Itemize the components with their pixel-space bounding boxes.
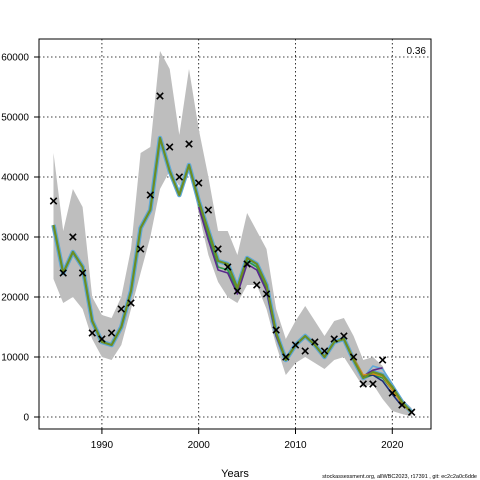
- y-tick-label: 20000: [1, 293, 29, 304]
- observed-point: [214, 245, 222, 253]
- observed-point-stroke: [204, 206, 213, 214]
- observed-point: [311, 338, 319, 346]
- observed-point-stroke: [291, 341, 300, 349]
- observed-point-stroke: [185, 140, 193, 148]
- observed-point: [330, 335, 338, 343]
- observed-point: [262, 290, 271, 298]
- observed-point-stroke: [175, 173, 184, 181]
- observed-point: [272, 326, 280, 334]
- observed-point: [49, 197, 58, 205]
- observed-point: [165, 143, 174, 151]
- observed-point: [136, 245, 145, 253]
- observed-point-stroke: [243, 260, 251, 268]
- y-tick-label: 10000: [1, 353, 29, 364]
- observed-point-stroke: [127, 299, 135, 307]
- observed-point: [233, 287, 242, 295]
- observed-point-stroke: [165, 143, 174, 151]
- observed-point: [291, 341, 300, 349]
- observed-point: [175, 173, 184, 181]
- observed-point: [349, 353, 358, 361]
- observed-point-stroke: [107, 329, 116, 337]
- observed-point-stroke: [398, 401, 406, 409]
- observed-point-stroke: [233, 287, 242, 295]
- observed-point-stroke: [156, 92, 164, 100]
- observed-point: [243, 260, 251, 268]
- y-tick-label: 60000: [1, 53, 29, 64]
- observed-point-stroke: [340, 332, 348, 340]
- observed-point-stroke: [369, 380, 377, 388]
- corner-label: 0.36: [407, 46, 427, 57]
- observed-point: [127, 299, 135, 307]
- observed-point-stroke: [388, 389, 397, 397]
- x-tick-label: 2010: [284, 440, 307, 451]
- observed-point: [407, 408, 416, 416]
- observed-point-stroke: [262, 290, 271, 298]
- observed-point-stroke: [407, 408, 416, 416]
- observed-point-stroke: [253, 281, 261, 289]
- observed-point: [88, 329, 97, 337]
- x-tick-label: 1990: [91, 440, 114, 451]
- observed-point: [185, 140, 193, 148]
- observed-point: [146, 191, 155, 199]
- observed-point-stroke: [223, 263, 232, 271]
- observed-point-stroke: [311, 338, 319, 346]
- observed-point-stroke: [69, 233, 77, 241]
- observed-point-stroke: [88, 329, 97, 337]
- observed-point-stroke: [49, 197, 58, 205]
- observed-point-stroke: [117, 305, 126, 313]
- observed-point: [320, 347, 329, 355]
- observed-point: [398, 401, 406, 409]
- observed-point-stroke: [359, 380, 368, 388]
- observed-point: [378, 356, 387, 364]
- observed-point: [340, 332, 348, 340]
- observed-point: [156, 92, 164, 100]
- observed-point-stroke: [330, 335, 338, 343]
- observed-point: [98, 335, 106, 343]
- observed-point-stroke: [272, 326, 280, 334]
- grid-lines: [39, 39, 431, 429]
- observed-point: [301, 347, 309, 355]
- y-tick-label: 30000: [1, 233, 29, 244]
- observed-point: [204, 206, 213, 214]
- x-tick-label: 2000: [188, 440, 211, 451]
- observed-point: [223, 263, 232, 271]
- observed-point-stroke: [378, 356, 387, 364]
- observed-point-stroke: [136, 245, 145, 253]
- observed-point-stroke: [301, 347, 309, 355]
- observed-point: [359, 380, 368, 388]
- observed-point-stroke: [214, 245, 222, 253]
- observed-point-stroke: [146, 191, 155, 199]
- observed-point-stroke: [349, 353, 358, 361]
- observed-point: [78, 269, 87, 277]
- observed-point: [107, 329, 116, 337]
- x-axis-title: Years: [221, 468, 249, 480]
- confidence-band: [53, 51, 412, 417]
- observed-point-stroke: [98, 335, 106, 343]
- observed-point: [69, 233, 77, 241]
- y-tick-label: 40000: [1, 173, 29, 184]
- observed-point-stroke: [78, 269, 87, 277]
- confidence-band-layer: [53, 51, 412, 417]
- observed-point-stroke: [194, 179, 203, 187]
- plot-frame: [38, 38, 432, 430]
- x-tick-label: 2020: [381, 440, 404, 451]
- observed-point: [59, 269, 67, 277]
- observed-point-stroke: [320, 347, 329, 355]
- observed-point: [253, 281, 261, 289]
- observed-point: [282, 353, 290, 361]
- axes: 1990 2000 2010 2020 0 10000 20000 30000 40000 500…: [1, 53, 404, 452]
- y-tick-label: 0: [23, 413, 29, 424]
- observed-point-stroke: [59, 269, 67, 277]
- observed-point: [194, 179, 203, 187]
- observed-point: [369, 380, 377, 388]
- y-tick-label: 50000: [1, 113, 29, 124]
- footer-text: stockassessment.org, allWBC2023, r17391 …: [322, 474, 477, 480]
- observed-point: [117, 305, 126, 313]
- observed-point: [388, 389, 397, 397]
- observed-points-layer: [49, 92, 416, 416]
- observed-point-stroke: [282, 353, 290, 361]
